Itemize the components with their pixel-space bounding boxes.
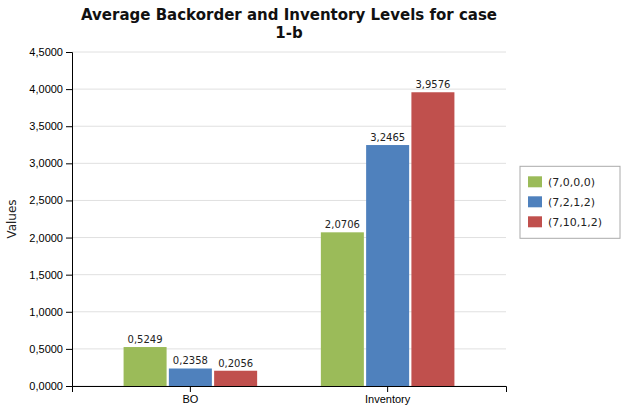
- grid-line: [72, 52, 506, 53]
- bar: [321, 232, 364, 386]
- tick-label: 4,5000: [29, 46, 63, 58]
- data-label: 0,2358: [173, 355, 208, 366]
- plot: 0,5249 2,0706 0,2358 3,2465 0,2056 3,9576 0,00…: [29, 46, 506, 405]
- legend-label: (7,0,0,0): [548, 176, 595, 189]
- tick-mark: [66, 163, 72, 164]
- tick: Inventory: [365, 386, 411, 405]
- tick-label: BO: [182, 393, 198, 405]
- legend: (7,0,0,0) (7,2,1,2) (7,10,1,2): [520, 166, 620, 238]
- bar: [366, 145, 409, 386]
- tick: 2,5000: [29, 194, 72, 206]
- data-label: 0,5249: [128, 334, 163, 345]
- tick: 1,0000: [29, 306, 72, 318]
- tick: 3,0000: [29, 157, 72, 169]
- legend-swatch: [528, 176, 542, 187]
- chart: 0,5249 2,0706 0,2358 3,2465 0,2056 3,9576 0,00…: [0, 0, 631, 418]
- legend-swatch: [528, 216, 542, 227]
- legend-label: (7,2,1,2): [548, 196, 595, 209]
- tick-mark: [66, 275, 72, 276]
- title: Average Backorder and Inventory Levels f…: [81, 6, 497, 42]
- y-axis-title: Values: [5, 199, 19, 238]
- tick-mark: [190, 386, 191, 392]
- legend-item: (7,2,1,2): [528, 196, 595, 209]
- tick-mark: [66, 89, 72, 90]
- tick: 3,5000: [29, 120, 72, 132]
- axis-line: [66, 53, 73, 387]
- bars: [124, 92, 455, 386]
- tick-label: 1,0000: [29, 306, 63, 318]
- tick-mark: [66, 126, 72, 127]
- tick-label: 3,0000: [29, 157, 63, 169]
- tick-label: 2,5000: [29, 194, 63, 206]
- legend-item: (7,0,0,0): [528, 176, 595, 189]
- bar: [169, 368, 212, 386]
- tick: 4,0000: [29, 83, 72, 95]
- tick-label: 1,5000: [29, 269, 63, 281]
- bar: [411, 92, 454, 386]
- tick: 2,0000: [29, 232, 72, 244]
- data-label: 3,9576: [415, 79, 450, 90]
- tick-mark: [66, 312, 72, 313]
- tick: 1,5000: [29, 269, 72, 281]
- tick-label: 0,5000: [29, 343, 63, 355]
- bar: [124, 347, 167, 386]
- tick-label: 2,0000: [29, 232, 63, 244]
- tick-label: 3,5000: [29, 120, 63, 132]
- legend-label: (7,10,1,2): [548, 216, 602, 229]
- tick-label: Inventory: [365, 393, 411, 405]
- legend-swatch: [528, 196, 542, 207]
- tick: 0,5000: [29, 343, 72, 355]
- tick-mark: [66, 386, 72, 387]
- tick: 0,0000: [29, 380, 72, 392]
- x-axis: BO Inventory: [73, 386, 507, 405]
- tick-mark: [387, 386, 388, 392]
- tick-label: 0,0000: [29, 380, 63, 392]
- data-labels: 0,5249 2,0706 0,2358 3,2465 0,2056 3,9576: [128, 79, 451, 368]
- tick-label: 4,0000: [29, 83, 63, 95]
- legend-item: (7,10,1,2): [528, 216, 602, 229]
- data-label: 3,2465: [370, 132, 405, 143]
- tick-mark: [66, 238, 72, 239]
- tick-mark: [66, 200, 72, 201]
- tick-mark: [66, 52, 72, 53]
- data-label: 0,2056: [218, 358, 253, 369]
- grid: [72, 52, 506, 386]
- axis-line: [73, 387, 507, 393]
- tick: 4,5000: [29, 46, 72, 58]
- data-label: 2,0706: [325, 219, 360, 230]
- tick-mark: [66, 349, 72, 350]
- legend-frame: [520, 166, 620, 238]
- y-axis: 0,0000 0,5000 1,0000 1,5000 2,0000 2,5000 3,00…: [29, 46, 72, 392]
- tick: BO: [182, 386, 198, 405]
- bar: [214, 371, 257, 386]
